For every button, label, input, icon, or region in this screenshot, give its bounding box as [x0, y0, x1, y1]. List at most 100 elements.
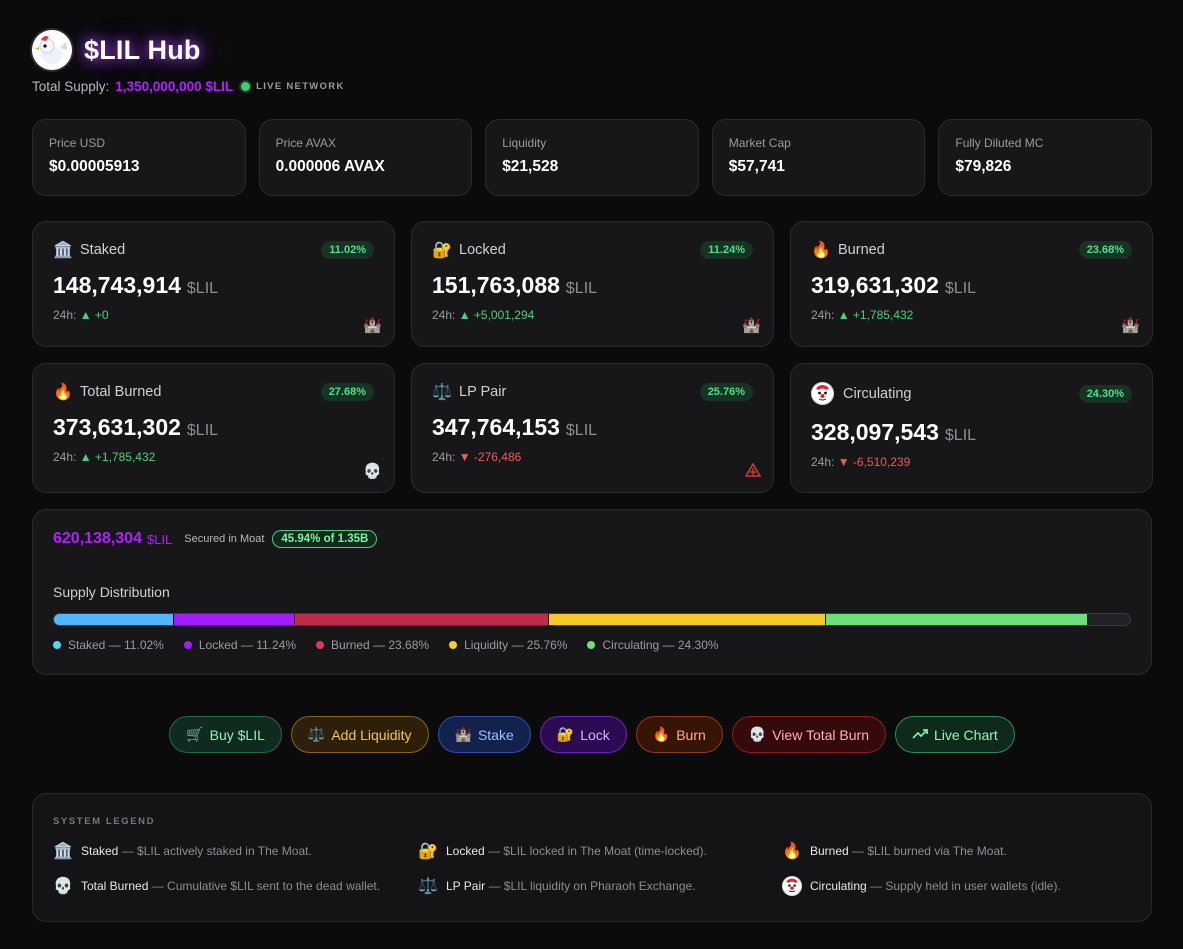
stat-label: Market Cap	[728, 136, 791, 150]
distribution-segment	[54, 614, 173, 625]
supply-distribution-bar	[53, 613, 1131, 626]
card-name: Circulating	[843, 385, 912, 402]
legend-label: Liquidity — 25.76%	[464, 638, 568, 652]
change-label: 24h:	[432, 450, 456, 464]
stat-liquidity: Liquidity $21,528	[485, 119, 699, 196]
card-unit: $LIL	[944, 280, 977, 297]
card-unit: $LIL	[944, 427, 977, 444]
card-name: LP Pair	[459, 384, 507, 400]
bank-icon: 🏛️	[53, 843, 73, 860]
legend-dot	[183, 641, 192, 649]
burn-button[interactable]: 🔥 Burn	[635, 716, 723, 753]
stat-market-cap: Market Cap $57,741	[711, 119, 926, 196]
card-locked: 🔐 Locked 11.24% 151,763,088 $LIL 24h: ▲ +5,…	[411, 221, 774, 347]
castle-icon: 🏰	[454, 726, 472, 742]
moat-unit: $LIL	[146, 531, 173, 547]
card-name: Locked	[459, 242, 506, 258]
fire-icon: 🔥	[53, 384, 73, 401]
card-unit: $LIL	[565, 280, 598, 297]
legend-label: Burned — 23.68%	[331, 638, 430, 652]
view-total-burn-button[interactable]: 💀 View Total Burn	[731, 716, 886, 753]
button-label: Lock	[580, 726, 610, 743]
legend-item: Circulating — 24.30%	[587, 638, 719, 652]
card-name: Staked	[80, 242, 126, 258]
legend-item: Staked — 11.02%	[53, 638, 164, 652]
legend-burned: 🔥 Burned — $LIL burned via The Moat.	[782, 841, 1112, 861]
card-lp-pair: ⚖️ LP Pair 25.76% 347,764,153 $LIL 24h: ▼ -…	[411, 363, 774, 493]
legend-circulating: Circulating — Supply held in user wallet…	[782, 876, 1112, 896]
live-status-icon	[241, 81, 251, 91]
scales-icon: ⚖️	[432, 384, 452, 401]
card-name: Burned	[838, 242, 885, 258]
page-title: $LIL Hub	[84, 34, 201, 65]
change-value: ▲ +0	[79, 308, 109, 322]
buy-lil-button[interactable]: 🛒 Buy $LIL	[169, 716, 282, 753]
stat-value: 0.000006 AVAX	[275, 158, 385, 175]
button-label: Stake	[477, 726, 514, 743]
button-label: Live Chart	[933, 726, 998, 743]
castle-icon: 🏰	[1121, 317, 1140, 334]
legend-item: Liquidity — 25.76%	[449, 638, 567, 652]
change-value: ▼ -276,486	[458, 450, 522, 464]
stat-value: $57,741	[728, 158, 785, 175]
card-value: 373,631,302	[53, 414, 181, 440]
distribution-legend: Staked — 11.02% Locked — 11.24% Burned —…	[53, 638, 1131, 652]
distribution-segment	[293, 614, 549, 625]
legend-term: Locked	[446, 844, 485, 858]
stake-button[interactable]: 🏰 Stake	[437, 716, 531, 753]
supply-label: Total Supply:	[32, 78, 110, 94]
percent-badge: 25.76%	[699, 383, 753, 401]
legend-term: LP Pair	[446, 879, 486, 893]
percent-badge: 24.30%	[1078, 384, 1132, 403]
legend-desc: — $LIL burned via The Moat.	[848, 844, 1007, 858]
change-value: ▲ +1,785,432	[79, 450, 156, 464]
stat-label: Price USD	[49, 136, 106, 150]
legend-label: Locked — 11.24%	[198, 638, 297, 652]
distribution-segment	[825, 614, 1087, 625]
change-value: ▲ +1,785,432	[837, 308, 914, 322]
card-unit: $LIL	[186, 422, 219, 439]
legend-dot	[587, 641, 596, 649]
card-value: 328,097,543	[811, 419, 939, 445]
dashboard: $LIL Hub Total Supply: 1,350,000,000 $LI…	[32, 28, 1153, 922]
card-staked: 🏛️ Staked 11.02% 148,743,914 $LIL 24h: ▲ +0…	[32, 221, 395, 347]
change-label: 24h:	[53, 450, 77, 464]
percent-badge: 27.68%	[320, 383, 374, 401]
legend-desc: — Cumulative $LIL sent to the dead walle…	[148, 879, 381, 893]
stat-value: $21,528	[502, 158, 559, 175]
skull-icon: 💀	[363, 463, 382, 480]
stat-value: $79,826	[955, 158, 1012, 175]
legend-item: Locked — 11.24%	[183, 638, 297, 652]
skull-icon: 💀	[53, 878, 73, 895]
add-liquidity-button[interactable]: ⚖️ Add Liquidity	[290, 716, 429, 753]
legend-lp-pair: ⚖️ LP Pair — $LIL liquidity on Pharaoh Ex…	[418, 876, 782, 896]
skull-icon: 💀	[748, 726, 767, 742]
distribution-segment	[172, 614, 294, 625]
legend-dot	[53, 641, 61, 649]
percent-badge: 23.68%	[1078, 241, 1132, 259]
clown-icon	[782, 876, 802, 896]
stats-row: Price USD $0.00005913 Price AVAX 0.000006 …	[32, 119, 1152, 196]
scales-icon: ⚖️	[307, 726, 326, 742]
legend-staked: 🏛️ Staked — $LIL actively staked in The M…	[53, 841, 418, 861]
fire-icon: 🔥	[811, 242, 831, 259]
button-label: Burn	[676, 726, 706, 743]
lock-icon: 🔐	[418, 843, 438, 860]
lil-logo-avatar	[32, 30, 72, 70]
supply-distribution-title: Supply Distribution	[53, 584, 170, 600]
lock-button[interactable]: 🔐 Lock	[539, 716, 627, 753]
scales-icon: ⚖️	[418, 878, 438, 895]
button-label: View Total Burn	[772, 726, 869, 743]
system-legend-title: SYSTEM LEGEND	[53, 816, 156, 827]
legend-label: Circulating — 24.30%	[602, 638, 719, 652]
moat-value: 620,138,304	[53, 530, 142, 547]
live-chart-button[interactable]: Live Chart	[894, 716, 1015, 753]
moat-text: Secured in Moat	[184, 533, 265, 545]
castle-icon: 🏰	[742, 317, 761, 334]
card-unit: $LIL	[186, 280, 219, 297]
cart-icon: 🛒	[186, 726, 204, 742]
card-unit: $LIL	[565, 422, 598, 439]
legend-term: Total Burned	[81, 879, 149, 893]
card-value: 148,743,914	[53, 272, 181, 298]
change-value: ▲ +5,001,294	[458, 308, 535, 322]
